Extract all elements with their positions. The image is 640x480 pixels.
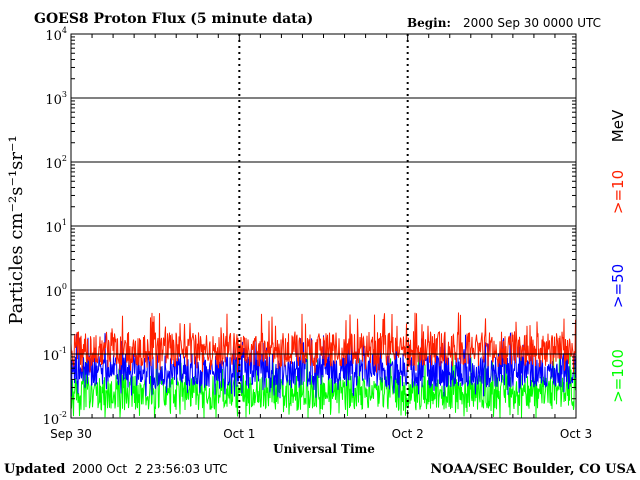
y-tick-label: 102 (45, 154, 67, 172)
y-tick-label: 10-2 (43, 410, 67, 428)
y-tick-label-exp: 3 (62, 90, 67, 99)
x-tick-label: Oct 3 (560, 427, 592, 441)
y-tick-label-exp: 1 (62, 218, 67, 227)
x-tick-label: Oct 1 (223, 427, 255, 441)
begin-value: 2000 Sep 30 0000 UTC (463, 16, 601, 30)
y-tick-label-base: 10 (45, 93, 62, 108)
y-tick-label-base: 10 (45, 29, 62, 44)
y-tick-label-base: 10 (45, 157, 62, 172)
y-tick-label: 101 (45, 218, 67, 236)
legend-ge50: >=50 (609, 264, 627, 308)
y-tick-label-base: 10 (43, 349, 60, 364)
series-line-ge100 (70, 352, 577, 418)
y-tick-label: 100 (45, 282, 67, 300)
y-tick-label: 104 (45, 26, 67, 44)
y-tick-label-base: 10 (43, 413, 60, 428)
updated-label: Updated (4, 462, 65, 477)
series-line-ge50 (70, 332, 577, 399)
plot-area (70, 312, 577, 418)
legend-ge10: >=10 (609, 170, 627, 214)
y-tick-label: 103 (45, 90, 67, 108)
legend: MeV >=10 >=50 >=100 (609, 109, 627, 403)
legend-ge100: >=100 (609, 349, 627, 403)
y-tick-label-exp: -1 (59, 346, 67, 355)
y-tick-label: 10-1 (43, 346, 67, 364)
updated-value: 2000 Oct 2 23:56:03 UTC (72, 462, 228, 476)
x-tick-label: Oct 2 (392, 427, 424, 441)
y-tick-label-exp: 0 (62, 282, 67, 291)
y-tick-label-exp: -2 (59, 410, 67, 419)
legend-unit: MeV (609, 109, 627, 142)
y-tick-label-exp: 4 (62, 26, 67, 35)
series-line-ge10 (70, 312, 577, 373)
y-tick-label-exp: 2 (62, 154, 67, 163)
y-axis-label: Particles cm⁻²s⁻¹sr⁻¹ (6, 135, 27, 324)
begin-label: Begin: (407, 16, 451, 30)
y-tick-label-base: 10 (45, 221, 62, 236)
x-axis-label: Universal Time (273, 442, 375, 456)
credit-text: NOAA/SEC Boulder, CO USA (430, 462, 637, 477)
y-tick-label-base: 10 (45, 285, 62, 300)
chart-title: GOES8 Proton Flux (5 minute data) (34, 11, 313, 27)
x-tick-label: Sep 30 (50, 427, 92, 441)
